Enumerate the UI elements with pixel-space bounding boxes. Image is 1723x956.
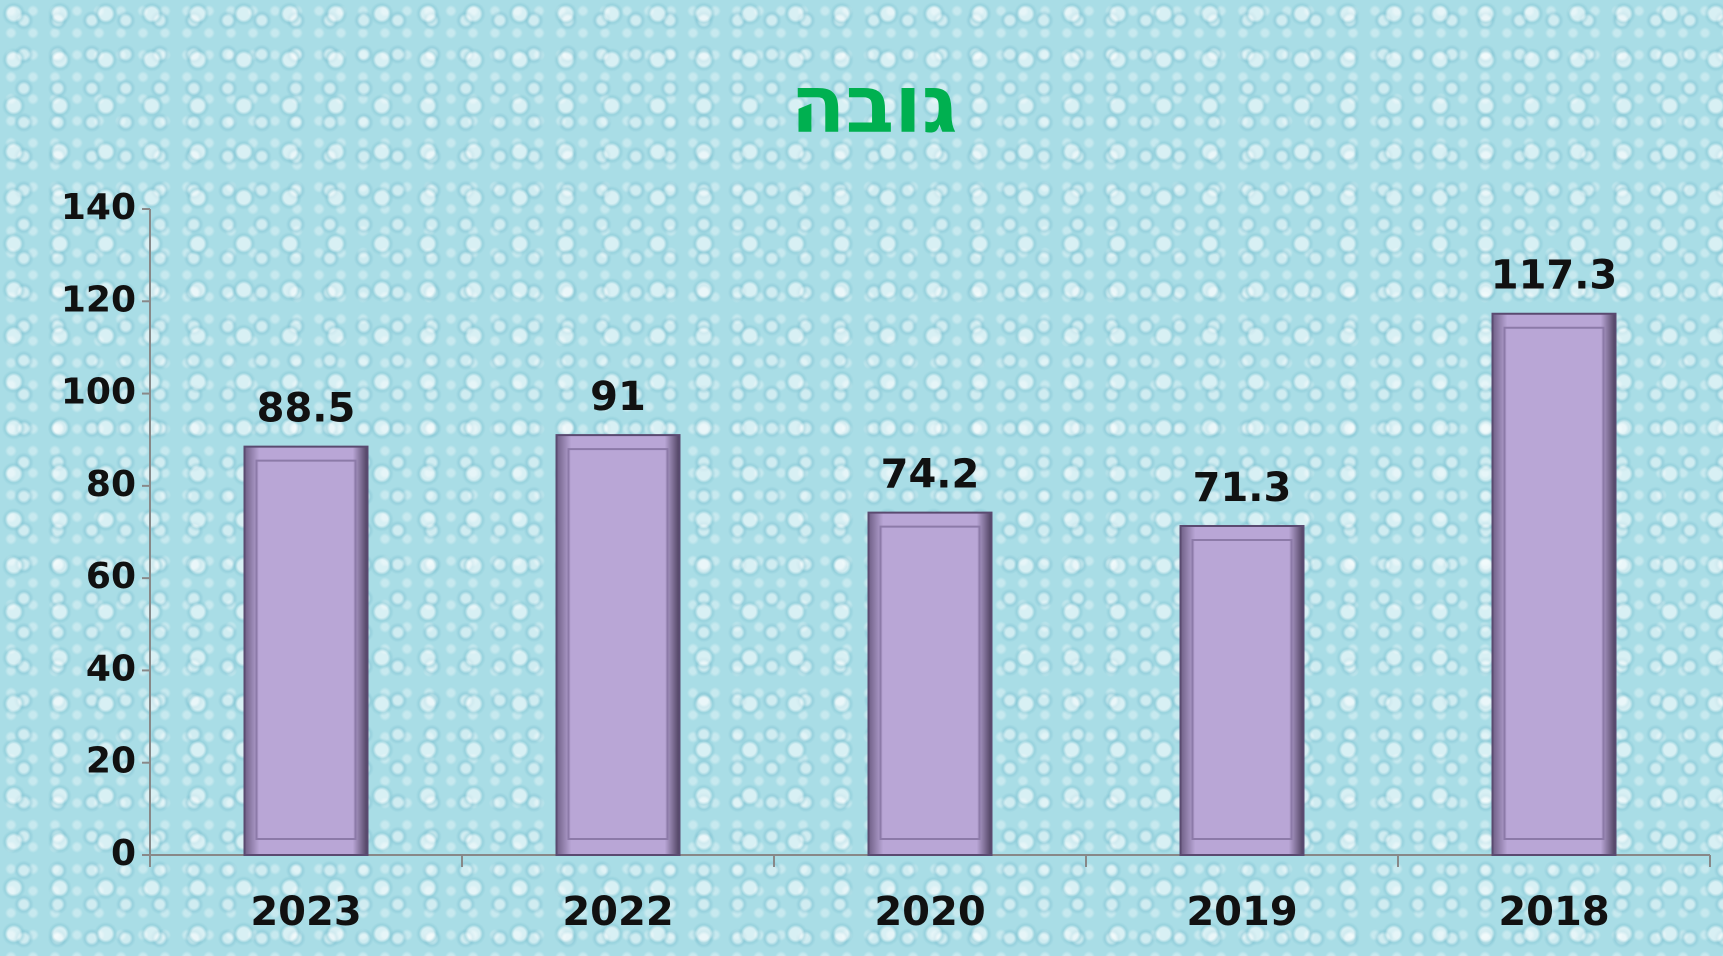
data-label: 91 [590, 374, 646, 420]
x-tick-label: 2020 [874, 889, 985, 935]
y-tick-label: 80 [86, 464, 136, 505]
x-tick-label: 2022 [562, 889, 673, 935]
bar [555, 434, 681, 856]
bar-bevel [567, 448, 669, 840]
data-label: 74.2 [881, 452, 980, 498]
bar [1491, 312, 1617, 857]
bar [867, 511, 993, 856]
y-tick-label: 0 [111, 833, 136, 874]
bar [1179, 525, 1305, 856]
y-tick-label: 60 [86, 556, 136, 597]
y-tick-label: 40 [86, 648, 136, 689]
x-tick-label: 2023 [250, 889, 361, 935]
data-label: 88.5 [257, 386, 356, 432]
y-tick-label: 100 [61, 372, 136, 413]
x-tick-label: 2018 [1498, 889, 1609, 935]
bar-bevel [879, 525, 981, 840]
bar-bevel [1503, 326, 1605, 840]
chart-title: גובה [791, 58, 958, 151]
y-tick-label: 140 [61, 187, 136, 228]
y-tick-label: 20 [86, 741, 136, 782]
bar [243, 445, 369, 856]
data-label: 117.3 [1491, 253, 1618, 299]
bar-bevel [1191, 539, 1293, 840]
x-tick-label: 2019 [1186, 889, 1297, 935]
bar-bevel [255, 459, 357, 840]
y-tick-label: 120 [61, 279, 136, 320]
data-label: 71.3 [1193, 465, 1292, 511]
